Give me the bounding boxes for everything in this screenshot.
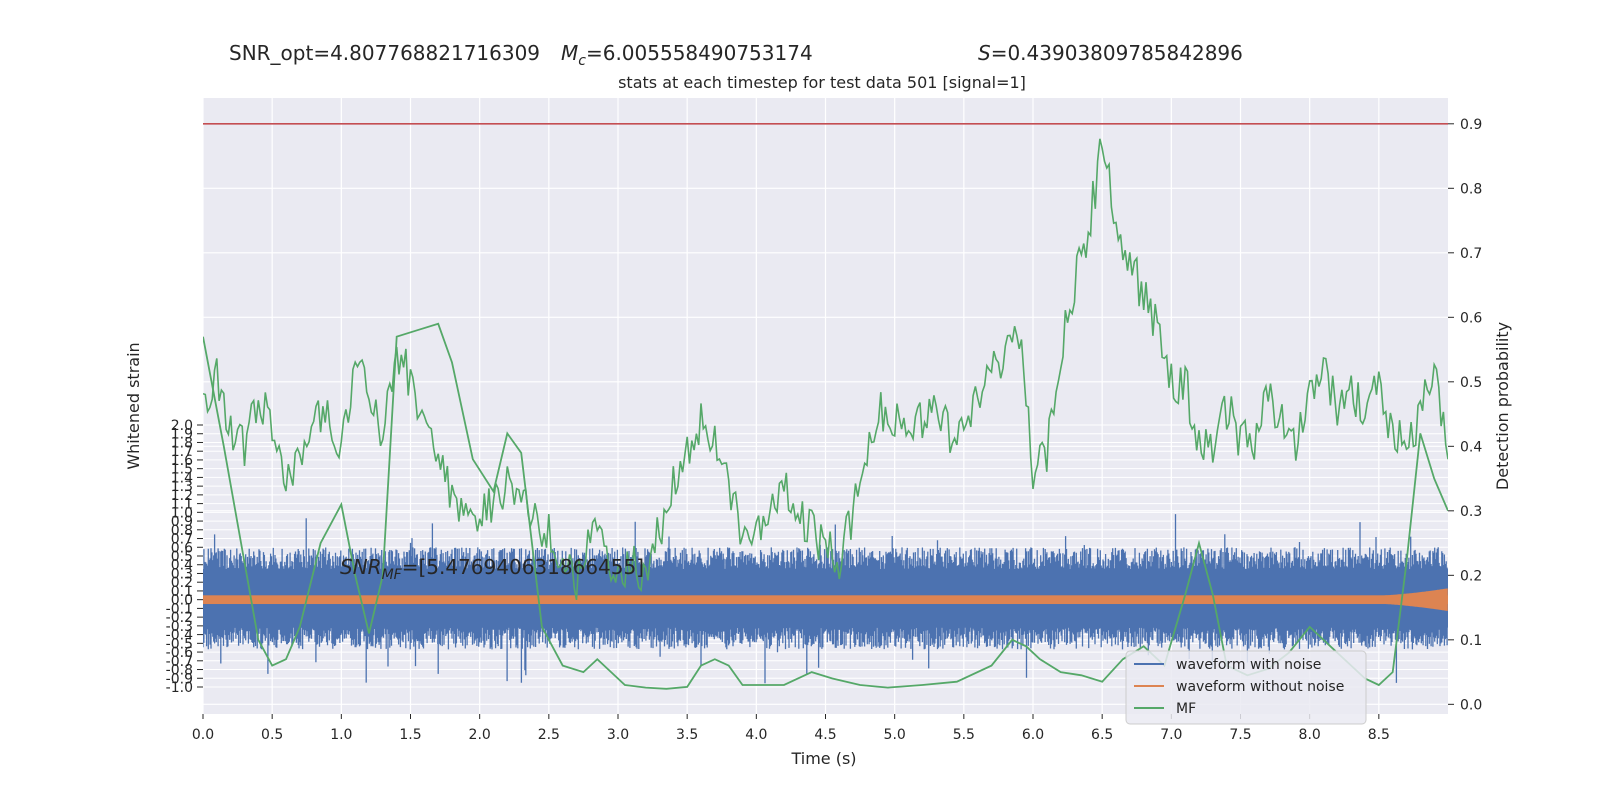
left-tick-label-24: -0.4: [166, 628, 193, 644]
snr-mf-value: =[5.476940631866455]: [402, 555, 644, 579]
chart-title: stats at each timestep for test data 501…: [618, 73, 1026, 92]
left-tick-label-1: 1.9: [171, 427, 193, 443]
left-tick-label-19: 0.1: [171, 584, 193, 600]
left-tick-label-28: -0.8: [166, 663, 193, 679]
detection-probability-line: [203, 138, 1448, 601]
left-tick-label-6: 1.4: [171, 470, 193, 486]
left-tick-label-9: 1.1: [171, 497, 193, 513]
x-tick-label-3: 1.5: [399, 727, 421, 743]
right-tick-label-1: 0.1: [1460, 633, 1482, 649]
left-tick-label-8: 1.2: [171, 488, 193, 504]
right-tick-label-2: 0.2: [1460, 568, 1482, 584]
left-axis-ticks: 2.01.91.81.71.61.51.41.31.21.11.00.90.80…: [166, 418, 203, 696]
legend-box: [1125, 650, 1367, 725]
x-tick-label-17: 8.5: [1368, 727, 1390, 743]
left-tick-label-2: 1.8: [171, 435, 193, 451]
right-tick-label-9: 0.9: [1460, 117, 1482, 133]
left-tick-label-30: -1.0: [166, 680, 193, 696]
right-tick-label-4: 0.4: [1460, 439, 1482, 455]
chirp-mass-value: =6.005558490753174: [586, 41, 813, 65]
right-y-axis-label: Detection probability: [1493, 322, 1512, 490]
x-tick-label-0: 0.0: [192, 727, 214, 743]
x-tick-label-6: 3.0: [607, 727, 629, 743]
x-tick-label-5: 2.5: [538, 727, 560, 743]
x-tick-label-7: 3.5: [676, 727, 698, 743]
snr-mf-subscript: MF: [382, 567, 403, 583]
left-tick-label-14: 0.6: [171, 540, 193, 556]
x-tick-label-1: 0.5: [261, 727, 283, 743]
legend: waveform with noise waveform without noi…: [1125, 650, 1367, 725]
left-tick-label-7: 1.3: [171, 479, 193, 495]
left-tick-label-10: 1.0: [171, 505, 193, 521]
snr-mf-annotation: SNRMF=[5.476940631866455]: [340, 555, 644, 583]
x-tick-label-9: 4.5: [814, 727, 836, 743]
left-tick-label-4: 1.6: [171, 453, 193, 469]
left-tick-label-29: -0.9: [166, 671, 193, 687]
left-tick-label-16: 0.4: [171, 558, 193, 574]
s-stat-value: =0.43903809785842896: [991, 41, 1243, 65]
x-tick-label-14: 7.0: [1160, 727, 1182, 743]
left-tick-label-0: 2.0: [171, 418, 193, 434]
right-tick-label-0: 0.0: [1460, 697, 1482, 713]
x-tick-label-15: 7.5: [1229, 727, 1251, 743]
x-tick-label-11: 5.5: [953, 727, 975, 743]
right-tick-label-8: 0.8: [1460, 181, 1482, 197]
chirp-mass-subscript: c: [578, 53, 586, 69]
left-tick-label-21: -0.1: [166, 601, 193, 617]
waveform-without-noise-series: [203, 588, 1448, 611]
left-tick-label-15: 0.5: [171, 549, 193, 565]
chirp-mass-header: Mc=6.005558490753174: [561, 41, 813, 69]
x-axis-ticks: 0.0 0.5 1.0 1.5 2.0 2.5 3.0 3.5 4.0 4.5 5.0 5.5 6.0 6…: [192, 714, 1390, 743]
x-axis-label: Time (s): [790, 749, 856, 768]
left-tick-label-3: 1.7: [171, 444, 193, 460]
left-tick-label-12: 0.8: [171, 523, 193, 539]
x-tick-label-8: 4.0: [745, 727, 767, 743]
x-tick-label-2: 1.0: [330, 727, 352, 743]
left-tick-label-23: -0.3: [166, 619, 193, 635]
left-tick-label-17: 0.3: [171, 566, 193, 582]
x-tick-label-12: 6.0: [1022, 727, 1044, 743]
left-tick-label-27: -0.7: [166, 654, 193, 670]
left-tick-label-26: -0.6: [166, 645, 193, 661]
left-tick-label-13: 0.7: [171, 532, 193, 548]
left-tick-label-25: -0.5: [166, 636, 193, 652]
snr-opt-header: SNR_opt=4.807768821716309: [229, 41, 540, 65]
left-y-axis-label: Whitened strain: [124, 342, 143, 469]
x-tick-label-16: 8.0: [1299, 727, 1321, 743]
right-axis-ticks: 0.0 0.1 0.2 0.3 0.4 0.5 0.6 0.7 0.8 0.9: [1448, 117, 1482, 713]
s-stat-header: S=0.43903809785842896: [978, 41, 1243, 65]
clean-waveform-merger: [1336, 588, 1448, 611]
legend-label-waveform-with-noise: waveform with noise: [1176, 657, 1321, 673]
right-tick-label-5: 0.5: [1460, 375, 1482, 391]
left-tick-label-11: 0.9: [171, 514, 193, 530]
legend-label-mf: MF: [1176, 701, 1196, 717]
left-tick-label-22: -0.2: [166, 610, 193, 626]
x-tick-label-4: 2.0: [469, 727, 491, 743]
right-tick-label-3: 0.3: [1460, 504, 1482, 520]
right-tick-label-7: 0.7: [1460, 246, 1482, 262]
snr-mf-symbol: SNR: [340, 555, 382, 579]
clean-waveform-band: [203, 595, 1448, 605]
right-tick-label-6: 0.6: [1460, 310, 1482, 326]
left-tick-label-18: 0.2: [171, 575, 193, 591]
legend-label-waveform-without-noise: waveform without noise: [1176, 679, 1344, 695]
left-tick-label-5: 1.5: [171, 462, 193, 478]
left-tick-label-20: 0.0: [171, 593, 193, 609]
x-tick-label-13: 6.5: [1091, 727, 1113, 743]
x-tick-label-10: 5.0: [884, 727, 906, 743]
s-stat-symbol: S: [978, 41, 991, 65]
chirp-mass-symbol: M: [561, 41, 578, 65]
